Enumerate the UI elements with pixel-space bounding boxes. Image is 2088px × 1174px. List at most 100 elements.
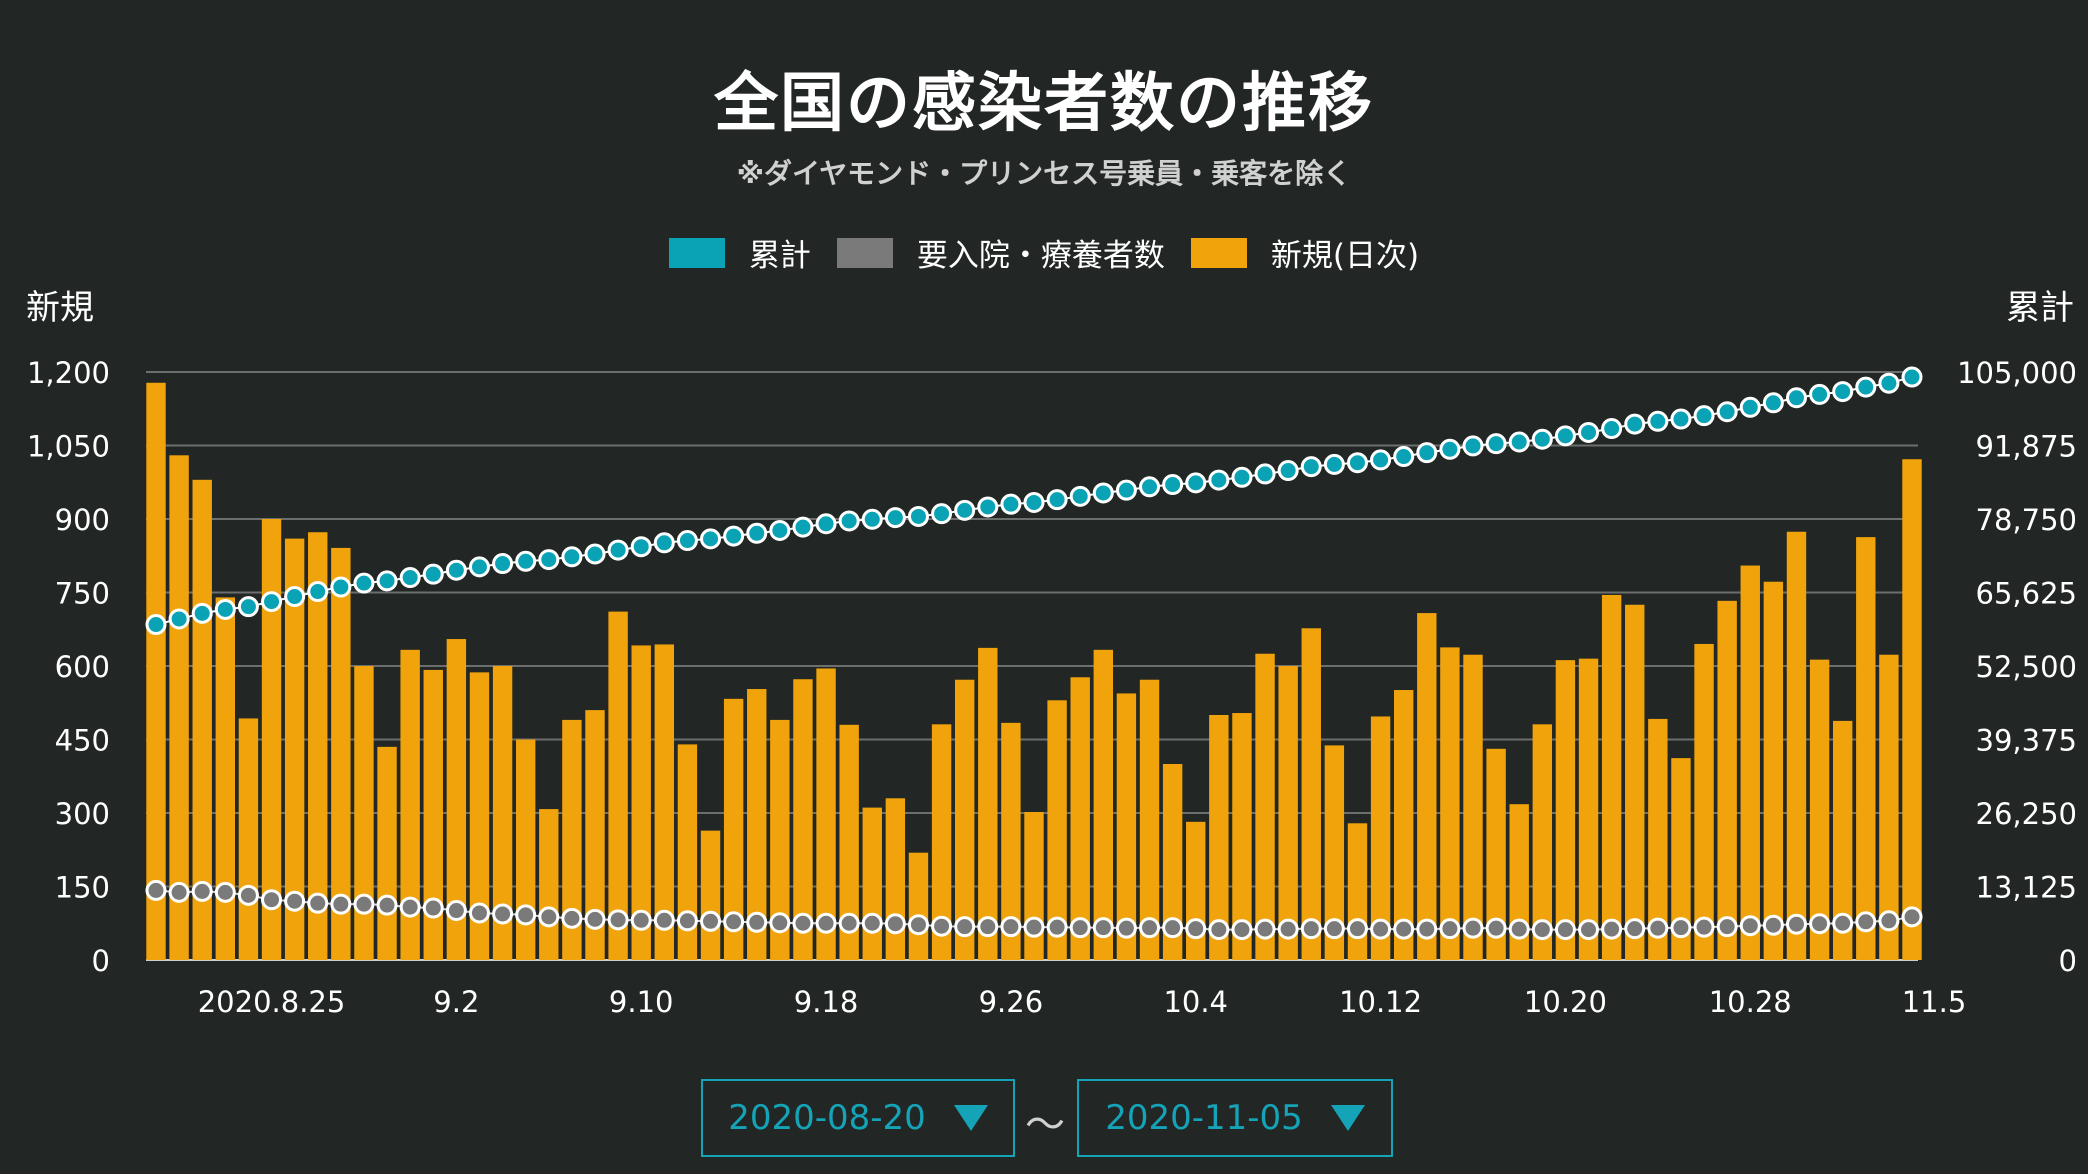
chevron-down-icon (953, 1105, 988, 1131)
legend-label-new-daily: 新規(日次) (1270, 238, 1420, 274)
point-hospitalized (1231, 919, 1253, 941)
x-tick-label: 10.12 (1339, 985, 1422, 1019)
bar-new-daily (654, 644, 675, 960)
bar-new-daily (1440, 647, 1460, 960)
point-hospitalized (1115, 917, 1137, 939)
point-cumulative (1323, 453, 1345, 475)
end-date-value: 2020-11-05 (1105, 1098, 1303, 1138)
point-hospitalized (330, 893, 352, 915)
point-cumulative (1000, 493, 1022, 515)
point-hospitalized (515, 904, 537, 926)
bar-new-daily (747, 689, 767, 960)
point-hospitalized (1624, 918, 1646, 940)
bar-new-daily (885, 798, 906, 960)
point-cumulative (1716, 401, 1738, 423)
point-cumulative (1046, 489, 1068, 511)
bar-new-daily (562, 719, 582, 960)
point-cumulative (214, 598, 236, 620)
bar-new-daily (400, 649, 420, 960)
point-cumulative (1670, 408, 1692, 430)
bar-new-daily (585, 710, 605, 960)
bar-new-daily (1809, 659, 1830, 960)
bar-new-daily (1856, 537, 1876, 960)
bar-new-daily (1717, 600, 1737, 960)
left-tick-label: 750 (55, 577, 110, 611)
bar-new-daily (1393, 690, 1414, 960)
point-cumulative (261, 591, 283, 613)
left-tick-label: 300 (55, 797, 110, 831)
point-hospitalized (769, 912, 791, 934)
point-cumulative (838, 510, 860, 532)
bar-new-daily (1024, 812, 1044, 960)
point-cumulative (607, 539, 629, 561)
legend-item-new-daily[interactable]: 新規(日次) (1190, 230, 1420, 275)
bar-new-daily (1278, 666, 1298, 960)
point-cumulative (1208, 469, 1230, 491)
point-hospitalized (1023, 916, 1045, 938)
point-hospitalized (214, 881, 236, 903)
point-cumulative (353, 572, 375, 594)
point-cumulative (538, 549, 560, 571)
point-cumulative (1647, 410, 1669, 432)
point-hospitalized (1462, 917, 1484, 939)
point-hospitalized (1139, 917, 1161, 939)
legend-item-hospitalized[interactable]: 要入院・療養者数 (836, 230, 1165, 275)
right-axis-title: 累計 (2006, 288, 2074, 328)
point-cumulative (653, 532, 675, 554)
point-hospitalized (1670, 917, 1692, 939)
point-cumulative (1901, 366, 1923, 388)
point-hospitalized (1439, 918, 1461, 940)
point-cumulative (145, 614, 167, 636)
point-cumulative (884, 507, 906, 529)
right-tick-label: 78,750 (1976, 503, 2077, 537)
bar-new-daily (931, 724, 952, 960)
point-hospitalized (261, 889, 283, 911)
point-cumulative (1624, 413, 1646, 435)
bar-new-daily (1532, 724, 1553, 960)
point-cumulative (1069, 485, 1091, 507)
legend-swatch-hospitalized (836, 237, 893, 268)
point-hospitalized (1162, 917, 1184, 939)
point-cumulative (168, 608, 190, 630)
bar-new-daily (1001, 722, 1021, 960)
point-hospitalized (1393, 918, 1415, 940)
point-cumulative (561, 546, 583, 568)
bar-new-daily (469, 672, 490, 960)
point-cumulative (1855, 376, 1877, 398)
legend-label-cumulative: 累計 (748, 238, 811, 274)
bar-new-daily (1740, 565, 1760, 960)
legend-item-cumulative[interactable]: 累計 (668, 230, 811, 275)
bar-new-daily (308, 532, 328, 960)
point-hospitalized (907, 914, 929, 936)
bar-new-daily (1255, 653, 1275, 960)
bar-new-daily (1671, 758, 1691, 960)
point-cumulative (584, 543, 606, 565)
point-hospitalized (1693, 916, 1715, 938)
chart-canvas: 0 0 150 13,125 300 26,250 450 39,375 600 52,500 75… (27, 356, 2077, 1019)
bar-new-daily (238, 718, 259, 960)
point-hospitalized (191, 880, 213, 902)
left-tick-label: 600 (55, 650, 110, 684)
x-tick-label: 9.2 (433, 985, 479, 1019)
bar-new-daily (1625, 604, 1645, 960)
x-tick-label: 10.28 (1709, 985, 1792, 1019)
point-cumulative (1254, 463, 1276, 485)
end-date-select[interactable]: 2020-11-05 (1077, 1079, 1393, 1157)
bar-new-daily (1694, 643, 1714, 960)
point-hospitalized (445, 900, 467, 922)
point-cumulative (376, 570, 398, 592)
left-tick-label: 1,050 (27, 430, 110, 464)
bar-new-daily (1555, 660, 1576, 960)
point-hospitalized (1855, 911, 1877, 933)
start-date-select[interactable]: 2020-08-20 (701, 1079, 1015, 1157)
left-tick-label: 0 (92, 944, 110, 978)
bar-new-daily (1186, 821, 1206, 960)
point-cumulative (1300, 456, 1322, 478)
point-hospitalized (1370, 918, 1392, 940)
right-tick-label: 65,625 (1976, 577, 2077, 611)
point-cumulative (907, 505, 929, 527)
point-cumulative (1693, 405, 1715, 427)
point-cumulative (515, 550, 537, 572)
point-hospitalized (307, 892, 329, 914)
point-hospitalized (1485, 917, 1507, 939)
